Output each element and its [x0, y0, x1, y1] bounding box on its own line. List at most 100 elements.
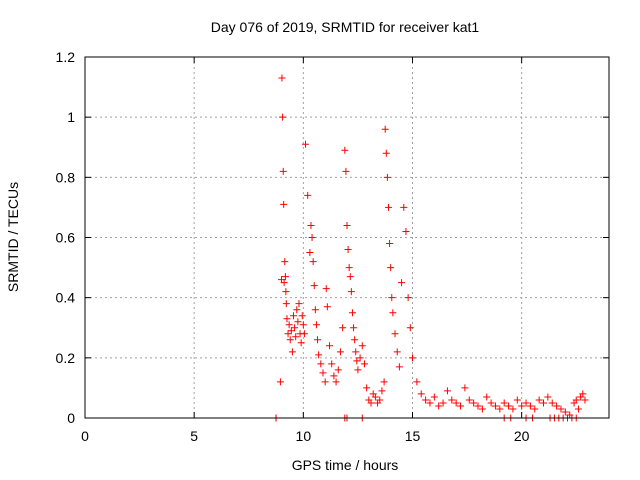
data-point: [352, 348, 360, 356]
data-point: [548, 399, 556, 407]
data-point: [388, 294, 396, 302]
data-point: [496, 405, 504, 413]
data-point: [317, 360, 325, 368]
data-point: [376, 396, 384, 404]
data-point: [332, 378, 340, 386]
data-point: [295, 300, 303, 308]
data-point: [302, 140, 310, 148]
data-point: [306, 249, 314, 257]
data-point: [328, 360, 336, 368]
data-point: [341, 146, 349, 154]
data-point: [321, 378, 329, 386]
data-point: [278, 74, 286, 82]
data-point: [381, 125, 389, 133]
data-point: [308, 234, 316, 241]
data-point: [309, 258, 317, 266]
data-point: [470, 399, 478, 407]
data-point: [509, 405, 517, 413]
x-axis-label: GPS time / hours: [292, 457, 399, 473]
data-point: [443, 387, 451, 395]
data-point: [286, 336, 294, 344]
data-point: [518, 402, 526, 410]
data-point: [285, 321, 293, 329]
data-point: [344, 246, 352, 254]
data-point: [500, 399, 508, 407]
y-tick-label: 0: [67, 410, 75, 426]
data-point: [358, 342, 366, 350]
data-point: [287, 327, 295, 335]
data-point: [304, 191, 312, 199]
data-point: [391, 330, 399, 338]
data-point: [378, 387, 386, 395]
data-point: [487, 399, 495, 407]
data-point: [465, 396, 473, 404]
y-tick-label: 0.6: [56, 230, 76, 246]
data-point: [350, 324, 358, 332]
data-marks-layer: [272, 74, 589, 422]
y-tick-label: 0.4: [56, 290, 76, 306]
data-point: [430, 393, 438, 401]
data-point: [346, 273, 354, 281]
data-point: [491, 402, 499, 410]
x-tick-label: 5: [190, 428, 198, 444]
data-point: [310, 282, 318, 290]
data-point: [367, 399, 375, 407]
data-point: [323, 303, 331, 311]
data-point: [579, 390, 587, 398]
y-tick-label: 0.8: [56, 169, 76, 185]
data-point: [363, 384, 371, 392]
data-point: [284, 330, 292, 338]
data-point: [426, 399, 434, 407]
data-point: [581, 396, 589, 404]
data-point: [398, 279, 406, 287]
data-point: [312, 321, 320, 329]
data-point: [380, 378, 388, 386]
data-point: [279, 167, 287, 175]
data-point: [343, 221, 351, 229]
y-tick-label: 0.2: [56, 350, 76, 366]
data-point: [461, 384, 469, 392]
data-point: [294, 318, 302, 326]
data-point: [393, 348, 401, 356]
data-point: [505, 402, 513, 410]
data-point: [513, 396, 521, 404]
data-point: [452, 399, 460, 407]
data-point: [483, 393, 491, 401]
data-point: [336, 348, 344, 356]
data-point: [474, 402, 482, 410]
data-point: [535, 396, 543, 404]
data-point: [526, 402, 534, 410]
data-point: [293, 306, 301, 314]
data-point: [540, 399, 547, 407]
data-point: [386, 240, 394, 248]
x-tick-label: 0: [81, 428, 89, 444]
y-axis-label: SRMTID / TECUs: [5, 182, 21, 292]
data-point: [448, 396, 456, 404]
y-tick-label: 1.2: [56, 49, 76, 65]
data-point: [522, 399, 530, 407]
data-point: [330, 372, 338, 380]
y-tick-label: 1: [67, 109, 75, 125]
data-point: [557, 405, 565, 413]
data-point: [457, 402, 465, 410]
data-point: [299, 321, 307, 329]
data-point: [288, 348, 296, 356]
data-point: [314, 336, 322, 344]
data-point: [291, 324, 299, 332]
data-point: [354, 366, 362, 374]
data-point: [404, 294, 412, 302]
data-point: [345, 264, 353, 272]
data-point: [435, 402, 443, 410]
data-point: [439, 399, 447, 407]
data-point: [281, 258, 289, 266]
data-point: [384, 203, 392, 211]
data-point: [280, 279, 288, 287]
data-point: [326, 342, 334, 350]
data-point: [413, 378, 421, 386]
data-point: [348, 309, 356, 317]
data-point: [290, 312, 298, 320]
data-point: [353, 357, 361, 365]
grid-layer: [85, 57, 609, 418]
